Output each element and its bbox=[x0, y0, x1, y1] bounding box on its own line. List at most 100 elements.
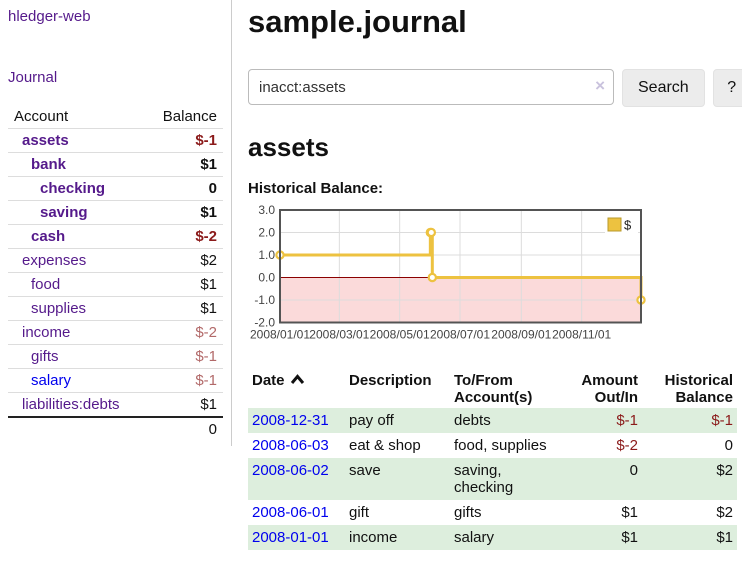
description-column-header: Description bbox=[349, 372, 432, 389]
account-link-bank[interactable]: bank bbox=[31, 156, 67, 173]
register-table: Date Description To/From Account(s) Amou… bbox=[248, 370, 737, 550]
account-balance: $-1 bbox=[145, 368, 223, 393]
register-row: 2008-06-03 eat & shop food, supplies $-2… bbox=[248, 433, 737, 458]
transaction-accounts: gifts bbox=[454, 504, 482, 521]
account-row: bank $1 bbox=[8, 152, 223, 177]
account-balance: $-2 bbox=[145, 320, 223, 345]
date-column-header[interactable]: Date bbox=[248, 370, 345, 408]
sort-asc-icon bbox=[290, 374, 304, 384]
svg-text:1.0: 1.0 bbox=[258, 248, 275, 262]
account-row: expenses $2 bbox=[8, 248, 223, 273]
transaction-date-link[interactable]: 2008-06-02 bbox=[252, 462, 329, 479]
accounts-column-header: To/From Account(s) bbox=[454, 372, 533, 406]
account-link-income[interactable]: income bbox=[22, 324, 71, 341]
transaction-accounts: debts bbox=[450, 408, 560, 433]
account-link-salary[interactable]: salary bbox=[31, 372, 72, 389]
search-form: × Search ? bbox=[248, 69, 742, 107]
svg-text:-1.0: -1.0 bbox=[254, 293, 275, 307]
app-title-link[interactable]: hledger-web bbox=[8, 8, 91, 25]
svg-text:-2.0: -2.0 bbox=[254, 316, 275, 330]
transaction-balance: $2 bbox=[716, 504, 733, 521]
transaction-description: gift bbox=[349, 504, 370, 521]
account-row: supplies $1 bbox=[8, 296, 223, 321]
svg-text:3.0: 3.0 bbox=[258, 205, 275, 217]
accounts-total-balance: 0 bbox=[145, 416, 223, 441]
account-link-saving[interactable]: saving bbox=[40, 204, 88, 221]
account-row: gifts $-1 bbox=[8, 344, 223, 369]
account-link-cash[interactable]: cash bbox=[31, 228, 66, 245]
account-link-liabilities-debts[interactable]: liabilities:debts bbox=[22, 396, 120, 413]
account-balance: $-1 bbox=[145, 128, 223, 153]
account-balance: 0 bbox=[145, 176, 223, 201]
register-row: 2008-06-01 gift gifts $1 $2 bbox=[248, 500, 737, 525]
account-row: checking 0 bbox=[8, 176, 223, 201]
account-balance: $1 bbox=[145, 200, 223, 225]
help-button[interactable]: ? bbox=[712, 69, 742, 107]
transaction-description: income bbox=[345, 525, 450, 550]
account-link-supplies[interactable]: supplies bbox=[31, 300, 87, 317]
transaction-accounts: food, supplies bbox=[454, 437, 547, 454]
transaction-balance: 0 bbox=[724, 437, 733, 454]
transaction-date-link[interactable]: 2008-12-31 bbox=[252, 412, 329, 429]
register-row: 2008-01-01 income salary $1 $1 bbox=[248, 525, 737, 550]
sidebar-item-journal[interactable]: Journal bbox=[8, 69, 58, 86]
page-title: sample.journal bbox=[248, 4, 467, 39]
transaction-date-link[interactable]: 2008-06-03 bbox=[252, 437, 329, 454]
account-row: assets $-1 bbox=[8, 128, 223, 153]
svg-text:2008/01/01: 2008/01/01 bbox=[250, 328, 310, 342]
transaction-description: save bbox=[345, 458, 450, 500]
transaction-amount: 0 bbox=[560, 458, 642, 500]
svg-text:2008/07/01: 2008/07/01 bbox=[430, 328, 490, 342]
chart-title: Historical Balance: bbox=[248, 180, 384, 197]
sidebar: hledger-web Journal Account Balance asse… bbox=[0, 0, 232, 446]
register-row: 2008-12-31 pay off debts $-1 $-1 bbox=[248, 408, 737, 433]
account-link-gifts[interactable]: gifts bbox=[31, 348, 59, 365]
search-input-wrap: × bbox=[248, 69, 614, 107]
account-balance: $-2 bbox=[145, 224, 223, 249]
accounts-total-row: 0 bbox=[8, 416, 223, 441]
transaction-amount: $1 bbox=[560, 525, 642, 550]
search-input[interactable] bbox=[248, 69, 614, 105]
transaction-amount: $1 bbox=[621, 504, 638, 521]
transaction-amount: $-1 bbox=[560, 408, 642, 433]
transaction-balance: $-1 bbox=[642, 408, 737, 433]
svg-text:0.0: 0.0 bbox=[258, 271, 275, 285]
account-row: cash $-2 bbox=[8, 224, 223, 249]
accounts-table: Account Balance assets $-1 bank $1 check… bbox=[8, 105, 223, 441]
account-balance: $1 bbox=[145, 152, 223, 177]
clear-search-icon[interactable]: × bbox=[595, 76, 605, 95]
transaction-amount: $-2 bbox=[616, 437, 638, 454]
register-header-row: Date Description To/From Account(s) Amou… bbox=[248, 370, 737, 408]
account-balance: $2 bbox=[145, 248, 223, 273]
account-balance: $-1 bbox=[145, 344, 223, 369]
account-balance: $1 bbox=[145, 296, 223, 321]
search-button[interactable]: Search bbox=[622, 69, 705, 107]
transaction-date-link[interactable]: 2008-01-01 bbox=[252, 529, 329, 546]
balance-column-header: Historical Balance bbox=[664, 372, 733, 406]
account-row: liabilities:debts $1 bbox=[8, 392, 223, 417]
historical-balance-chart: $3.0 2.0 1.0 0.0 -1.0 -2.0 2008/01/01 2008/03/0… bbox=[248, 203, 742, 357]
amount-column-header: Amount Out/In bbox=[581, 372, 638, 406]
account-link-assets[interactable]: assets bbox=[22, 132, 69, 149]
page: hledger-web Journal Account Balance asse… bbox=[0, 0, 742, 550]
svg-text:2008/05/01: 2008/05/01 bbox=[370, 328, 430, 342]
accounts-table-header: Account Balance bbox=[8, 105, 223, 129]
account-row: food $1 bbox=[8, 272, 223, 297]
account-balance: $1 bbox=[145, 272, 223, 297]
svg-text:2008/09/01: 2008/09/01 bbox=[491, 328, 551, 342]
svg-text:2008/11/01: 2008/11/01 bbox=[552, 328, 611, 342]
account-link-checking[interactable]: checking bbox=[40, 180, 106, 197]
account-balance: $1 bbox=[145, 392, 223, 417]
balance-column-header: Balance bbox=[162, 108, 217, 125]
account-row: saving $1 bbox=[8, 200, 223, 225]
transaction-description: eat & shop bbox=[349, 437, 421, 454]
account-heading: assets bbox=[248, 132, 329, 162]
account-link-food[interactable]: food bbox=[31, 276, 61, 293]
svg-text:2008/03/01: 2008/03/01 bbox=[309, 328, 369, 342]
account-row: salary $-1 bbox=[8, 368, 223, 393]
transaction-accounts: salary bbox=[450, 525, 560, 550]
account-link-expenses[interactable]: expenses bbox=[22, 252, 87, 269]
account-row: income $-2 bbox=[8, 320, 223, 345]
transaction-date-link[interactable]: 2008-06-01 bbox=[252, 504, 329, 521]
